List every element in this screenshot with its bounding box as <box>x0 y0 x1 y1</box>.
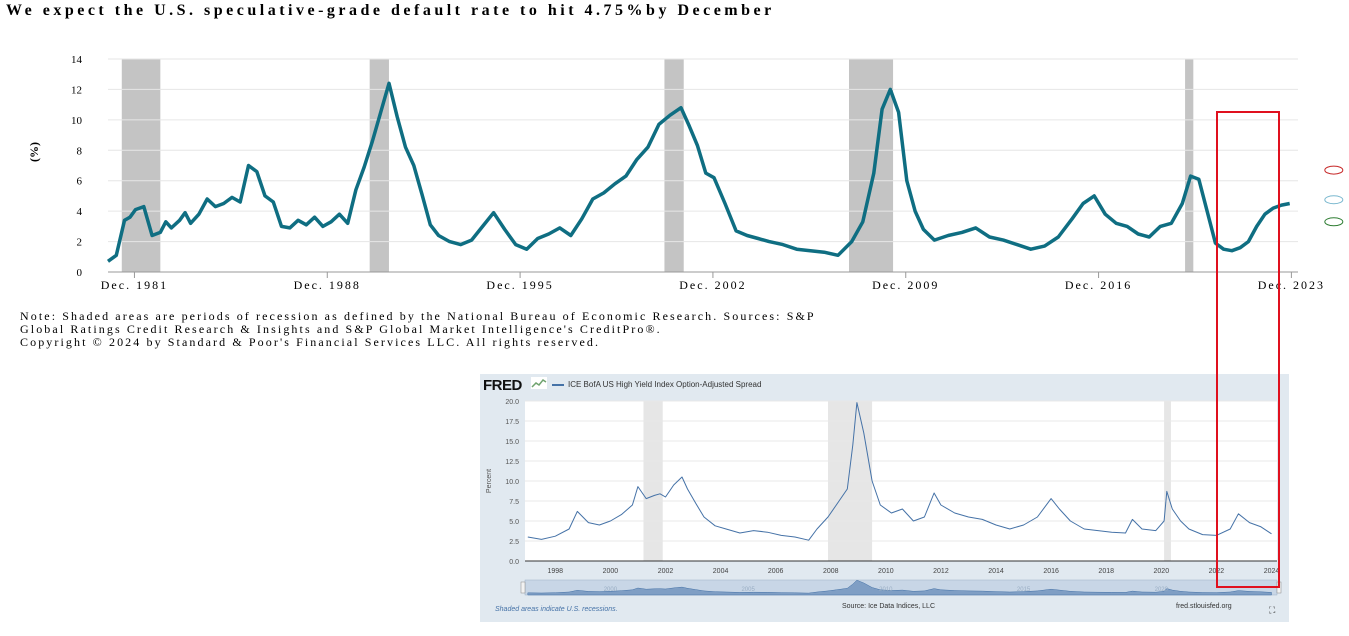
x-tick-label: Dec. 2023 <box>1258 278 1325 292</box>
x-tick-label: 2000 <box>603 568 619 575</box>
note-line-1: Note: Shaded areas are periods of recess… <box>20 309 816 323</box>
source-note: Note: Shaded areas are periods of recess… <box>20 310 816 349</box>
y-axis-label: Percent <box>486 469 493 493</box>
highlight-box <box>1216 111 1280 588</box>
y-tick-label: 12.5 <box>505 459 519 466</box>
x-tick-label: Dec. 2002 <box>679 278 746 292</box>
spread-line <box>527 402 1272 541</box>
y-tick-label: 2.5 <box>509 539 519 546</box>
x-tick-label: 2014 <box>988 568 1004 575</box>
x-tick-label: 2020 <box>1154 568 1170 575</box>
y-tick-label: 0 <box>77 267 83 279</box>
y-axis-label: (%) <box>27 142 41 162</box>
source-label[interactable]: Source: Ice Data Indices, LLC <box>842 603 935 610</box>
y-tick-label: 14 <box>71 54 83 66</box>
y-tick-label: 17.5 <box>505 419 519 426</box>
fred-logo-chart-icon <box>531 377 547 389</box>
chart-title: We expect the U.S. speculative-grade def… <box>6 2 775 19</box>
recession-band <box>1185 59 1194 272</box>
y-tick-label: 10.0 <box>505 479 519 486</box>
recession-band <box>369 59 389 272</box>
x-tick-label: 2002 <box>658 568 674 575</box>
scenario-marker-pessimistic <box>1324 165 1344 175</box>
x-tick-label: 2010 <box>878 568 894 575</box>
y-tick-label: 2 <box>77 237 83 249</box>
x-tick-label: Dec. 2016 <box>1065 278 1132 292</box>
navigator-label: 2000 <box>604 587 618 593</box>
navigator-handle-left <box>520 581 526 594</box>
fred-legend[interactable]: ICE BofA US High Yield Index Option-Adju… <box>552 380 761 389</box>
note-line-3: Copyright © 2024 by Standard & Poor's Fi… <box>20 335 601 349</box>
y-tick-label: 20.0 <box>505 399 519 406</box>
y-tick-label: 8 <box>77 145 83 157</box>
x-tick-label: Dec. 1988 <box>294 278 361 292</box>
x-tick-label: 2006 <box>768 568 784 575</box>
fred-chart-panel: 0.0 2.5 5.0 7.5 10.0 12.5 15.0 17.5 20.0 1998 2000… <box>480 374 1289 622</box>
legend-swatch <box>552 384 564 386</box>
x-tick-label: Dec. 1995 <box>486 278 553 292</box>
fullscreen-icon[interactable]: ⛶ <box>1269 605 1276 615</box>
navigator-area <box>527 579 1272 596</box>
fred-url[interactable]: fred.stlouisfed.org <box>1176 603 1232 610</box>
navigator-label: 2015 <box>1017 587 1031 593</box>
y-tick-label: 0.0 <box>509 559 519 566</box>
x-tick-label: 2012 <box>933 568 949 575</box>
note-line-2: Global Ratings Credit Research & Insight… <box>20 322 662 336</box>
fred-logo[interactable]: FRED <box>483 377 522 394</box>
y-tick-label: 7.5 <box>509 499 519 506</box>
y-tick-label: 5.0 <box>509 519 519 526</box>
y-tick-label: 15.0 <box>505 439 519 446</box>
recession-footnote: Shaded areas indicate U.S. recessions. <box>495 606 618 613</box>
y-tick-label: 10 <box>71 115 83 127</box>
default-rate-chart: 0 2 4 6 8 10 12 14 Dec. 1981 Dec. 1988 Dec. 1995 De… <box>27 54 1344 292</box>
default-rate-line <box>106 81 1291 263</box>
x-tick-label: 2004 <box>713 568 729 575</box>
x-tick-label: 2018 <box>1098 568 1114 575</box>
navigator-label: 2010 <box>879 587 893 593</box>
x-tick-label: 1998 <box>548 568 564 575</box>
x-tick-label: 2024 <box>1264 568 1280 575</box>
x-tick-label: Dec. 1981 <box>101 278 168 292</box>
x-tick-label: Dec. 2009 <box>872 278 939 292</box>
y-tick-label: 6 <box>77 176 83 188</box>
scenario-marker-base <box>1324 195 1344 205</box>
fred-spread-chart: 0.0 2.5 5.0 7.5 10.0 12.5 15.0 17.5 20.0 1998 2000… <box>486 399 1282 596</box>
navigator-label: 2020 <box>1155 587 1169 593</box>
y-tick-label: 4 <box>77 206 83 218</box>
x-tick-label: 2008 <box>823 568 839 575</box>
scenario-marker-optimistic <box>1324 217 1344 227</box>
navigator-label: 2005 <box>741 587 755 593</box>
recession-band <box>121 59 161 272</box>
legend-label: ICE BofA US High Yield Index Option-Adju… <box>568 380 762 389</box>
x-tick-label: 2016 <box>1043 568 1059 575</box>
recession-band <box>664 59 684 272</box>
y-tick-label: 12 <box>71 84 82 96</box>
recession-band <box>848 59 894 272</box>
